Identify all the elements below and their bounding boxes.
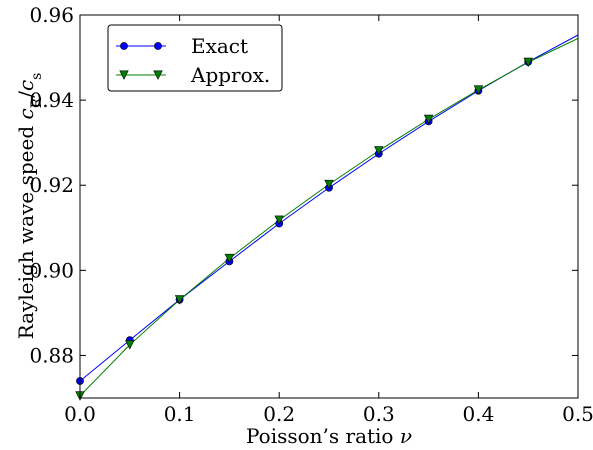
tick-layer: 0.0 0.1 0.2 0.3 0.4 0.5 0.88 0.90 0.92 0.94 0.96 bbox=[29, 3, 593, 426]
legend: Exact Approx. bbox=[107, 24, 283, 92]
y-axis-label: Rayleigh wave speed cR/cs bbox=[14, 73, 45, 340]
data-point-approx bbox=[423, 114, 434, 125]
y-tick-label: 0.96 bbox=[29, 3, 74, 27]
legend-marker bbox=[153, 70, 163, 80]
legend-entries: Exact Approx. bbox=[116, 34, 270, 87]
data-point-approx bbox=[125, 340, 135, 350]
x-tick-label: 0.3 bbox=[363, 402, 395, 426]
y-tick-label: 0.90 bbox=[29, 258, 74, 282]
data-point-approx bbox=[473, 85, 484, 95]
x-tick-label: 0.5 bbox=[562, 402, 593, 426]
legend-marker bbox=[119, 70, 129, 80]
x-tick-label: 0.1 bbox=[164, 402, 196, 426]
data-point-approx bbox=[274, 215, 284, 225]
series-line-approx bbox=[80, 37, 578, 397]
marker-layer bbox=[75, 57, 533, 401]
y-tick-label: 0.88 bbox=[29, 343, 74, 367]
x-tick-label: 0.0 bbox=[64, 402, 96, 426]
x-axis-label: Poisson’s ratio ν bbox=[246, 424, 412, 448]
data-point-approx bbox=[174, 295, 185, 305]
data-point-approx bbox=[523, 57, 533, 68]
data-point-approx bbox=[224, 253, 235, 264]
y-tick-label: 0.92 bbox=[29, 173, 74, 197]
x-tick-label: 0.2 bbox=[263, 402, 295, 426]
data-point-approx bbox=[324, 179, 334, 190]
plot-frame bbox=[79, 14, 579, 399]
x-tick-label: 0.4 bbox=[462, 402, 494, 426]
legend-label: Exact bbox=[191, 34, 248, 58]
legend-label: Approx. bbox=[190, 63, 270, 87]
legend-marker bbox=[154, 42, 162, 50]
data-point-approx bbox=[374, 146, 384, 156]
y-tick-label: 0.94 bbox=[29, 88, 74, 112]
legend-marker bbox=[120, 42, 128, 50]
